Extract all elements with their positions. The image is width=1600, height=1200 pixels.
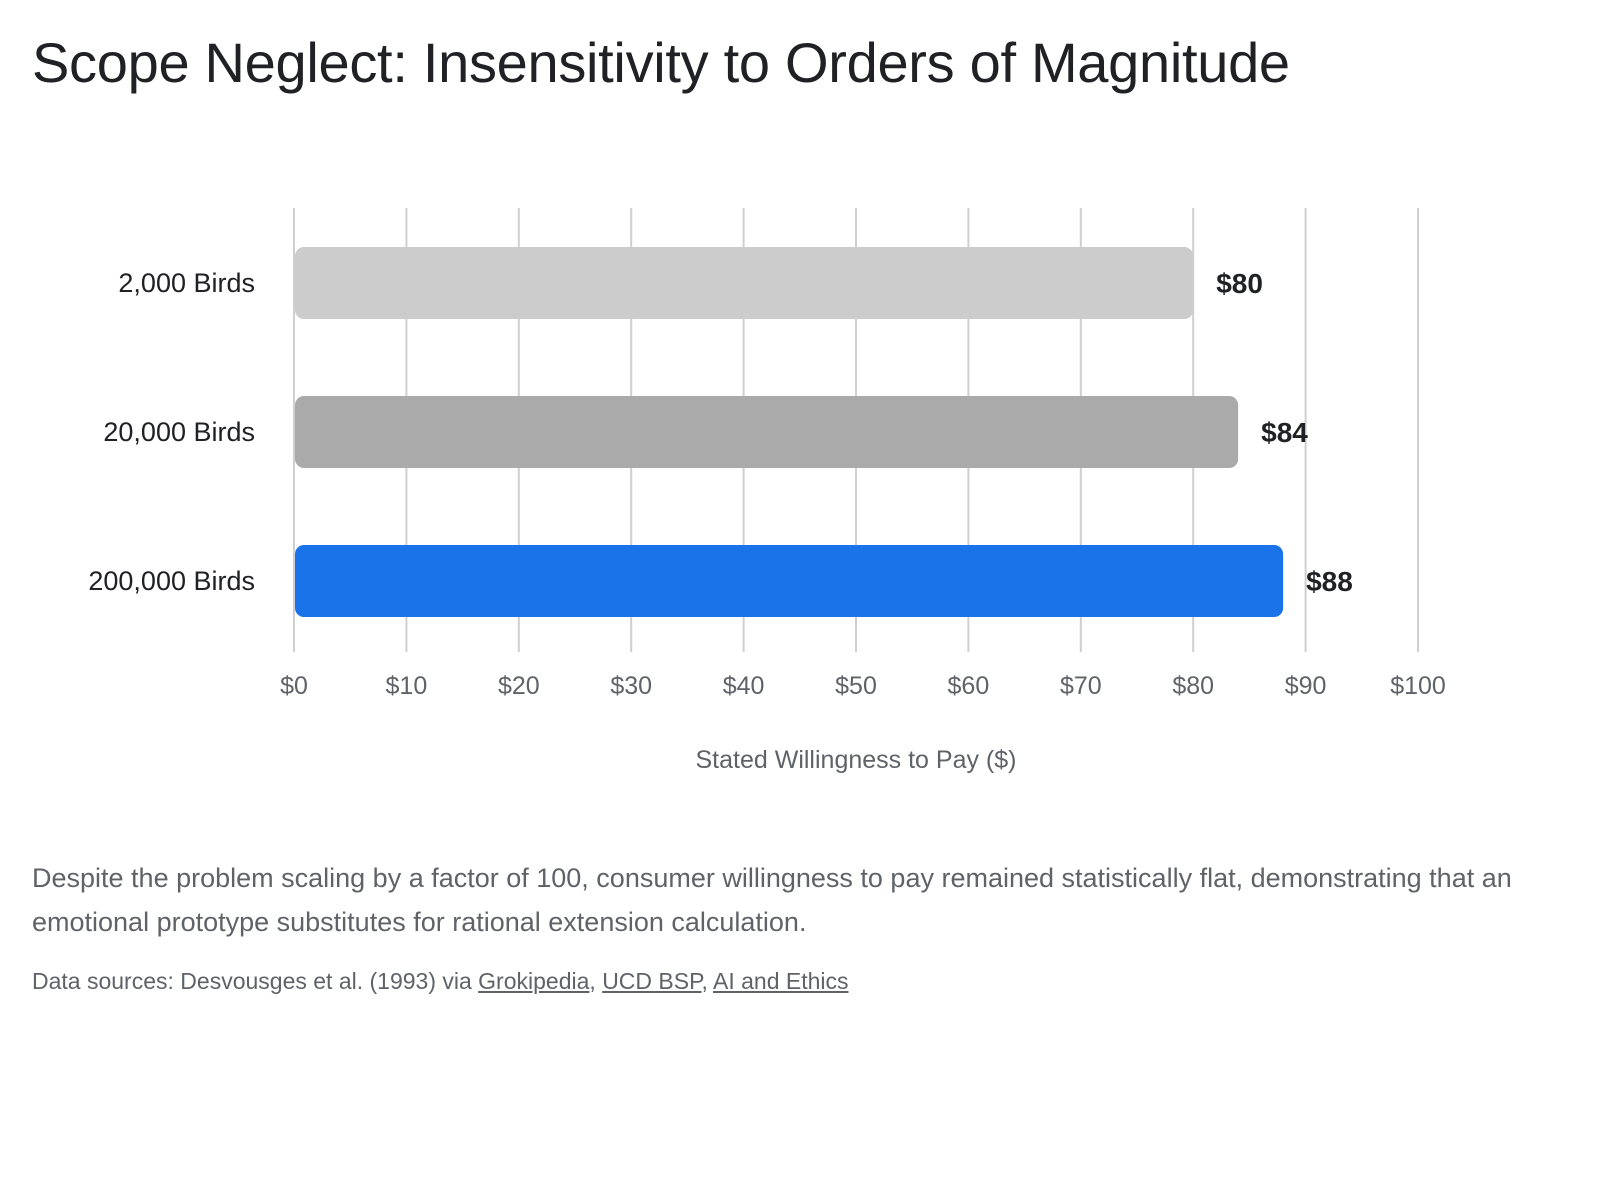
chart-labels: $0 $10 $20 $30 $40 $50 $60 $70 $80 $90 $100 2,000 B…	[88, 268, 1445, 700]
bars	[295, 247, 1284, 617]
bar-chart: $0 $10 $20 $30 $40 $50 $60 $70 $80 $90 $100 2,000 B…	[88, 208, 1446, 774]
sources-prefix: Data sources: Desvousges et al. (1993) v…	[32, 968, 479, 994]
bar-0	[295, 247, 1194, 319]
page-title: Scope Neglect: Insensitivity to Orders o…	[32, 31, 1290, 94]
sources-separator: ,	[589, 968, 603, 994]
value-label-2: $88	[1306, 566, 1353, 597]
x-tick-label-90: $90	[1285, 672, 1327, 700]
value-label-0: $80	[1216, 268, 1263, 299]
bar-1	[295, 396, 1239, 468]
chart-description: Despite the problem scaling by a factor …	[32, 863, 1512, 937]
category-label-0: 2,000 Birds	[118, 268, 255, 298]
x-tick-label-70: $70	[1060, 672, 1102, 700]
x-tick-label-40: $40	[723, 672, 765, 700]
bar-2	[295, 545, 1284, 617]
x-tick-label-60: $60	[948, 672, 990, 700]
category-label-1: 20,000 Birds	[103, 417, 255, 447]
x-tick-label-30: $30	[610, 672, 652, 700]
category-label-2: 200,000 Birds	[88, 566, 255, 596]
source-link-ai-and-ethics[interactable]: AI and Ethics	[712, 968, 849, 994]
x-axis-title: Stated Willingness to Pay ($)	[696, 746, 1017, 774]
x-tick-label-80: $80	[1172, 672, 1214, 700]
x-tick-label-0: $0	[280, 672, 308, 700]
x-tick-label-50: $50	[835, 672, 877, 700]
source-link-ucd-bsp[interactable]: UCD BSP	[602, 968, 702, 994]
x-tick-label-20: $20	[498, 672, 540, 700]
x-tick-label-10: $10	[386, 672, 428, 700]
value-label-1: $84	[1261, 417, 1308, 448]
source-link-grokipedia[interactable]: Grokipedia	[478, 968, 590, 994]
x-tick-label-100: $100	[1390, 672, 1446, 700]
sources-separator: ,	[701, 968, 713, 994]
data-sources: Data sources: Desvousges et al. (1993) v…	[32, 968, 849, 995]
